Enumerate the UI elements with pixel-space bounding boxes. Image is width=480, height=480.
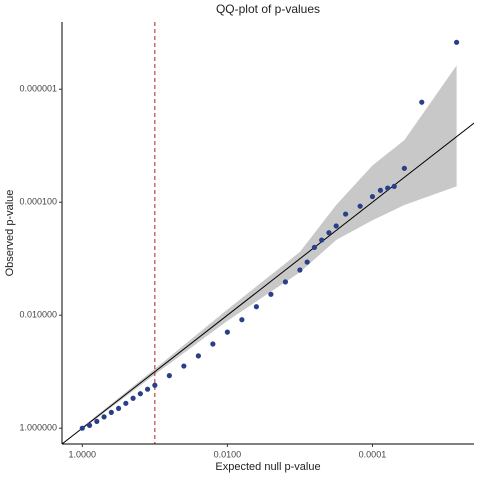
point <box>195 353 201 359</box>
point <box>137 391 143 397</box>
x-tick-label: 0.0100 <box>214 449 242 459</box>
point <box>166 373 172 379</box>
point <box>123 400 129 406</box>
point <box>304 259 310 265</box>
point <box>224 329 230 335</box>
point <box>253 304 259 310</box>
y-tick-label: 1.000000 <box>19 423 57 433</box>
y-tick-label: 0.000001 <box>19 84 57 94</box>
point <box>343 211 349 217</box>
x-tick-label: 0.0001 <box>359 449 387 459</box>
point <box>333 223 339 229</box>
point <box>369 193 376 200</box>
point <box>108 409 114 415</box>
reference-line <box>62 122 474 444</box>
point <box>391 183 397 189</box>
point <box>101 414 107 420</box>
point <box>311 244 318 251</box>
point <box>453 39 460 45</box>
point <box>94 418 100 425</box>
x-axis-label: Expected null p-value <box>215 461 320 473</box>
point <box>401 165 407 171</box>
y-tick-label: 0.010000 <box>19 310 57 320</box>
point <box>115 405 122 412</box>
point <box>130 395 136 401</box>
point <box>377 187 384 193</box>
x-tick-label: 1.0000 <box>69 449 97 459</box>
plot-area <box>62 22 474 444</box>
point <box>152 382 158 388</box>
point <box>419 99 425 105</box>
point <box>210 341 216 347</box>
y-axis-label: Observed p-value <box>4 190 16 277</box>
point <box>144 386 151 392</box>
point <box>385 185 391 191</box>
point <box>181 363 187 369</box>
point <box>297 267 303 273</box>
point <box>86 422 93 428</box>
point <box>319 237 325 243</box>
point <box>282 279 289 285</box>
point <box>268 291 274 297</box>
chart-title: QQ-plot of p-values <box>216 2 320 16</box>
point <box>239 317 245 323</box>
point <box>79 425 85 431</box>
point <box>357 203 363 209</box>
point <box>326 230 332 236</box>
y-tick-label: 0.000100 <box>19 197 57 207</box>
confidence-band <box>82 65 457 430</box>
